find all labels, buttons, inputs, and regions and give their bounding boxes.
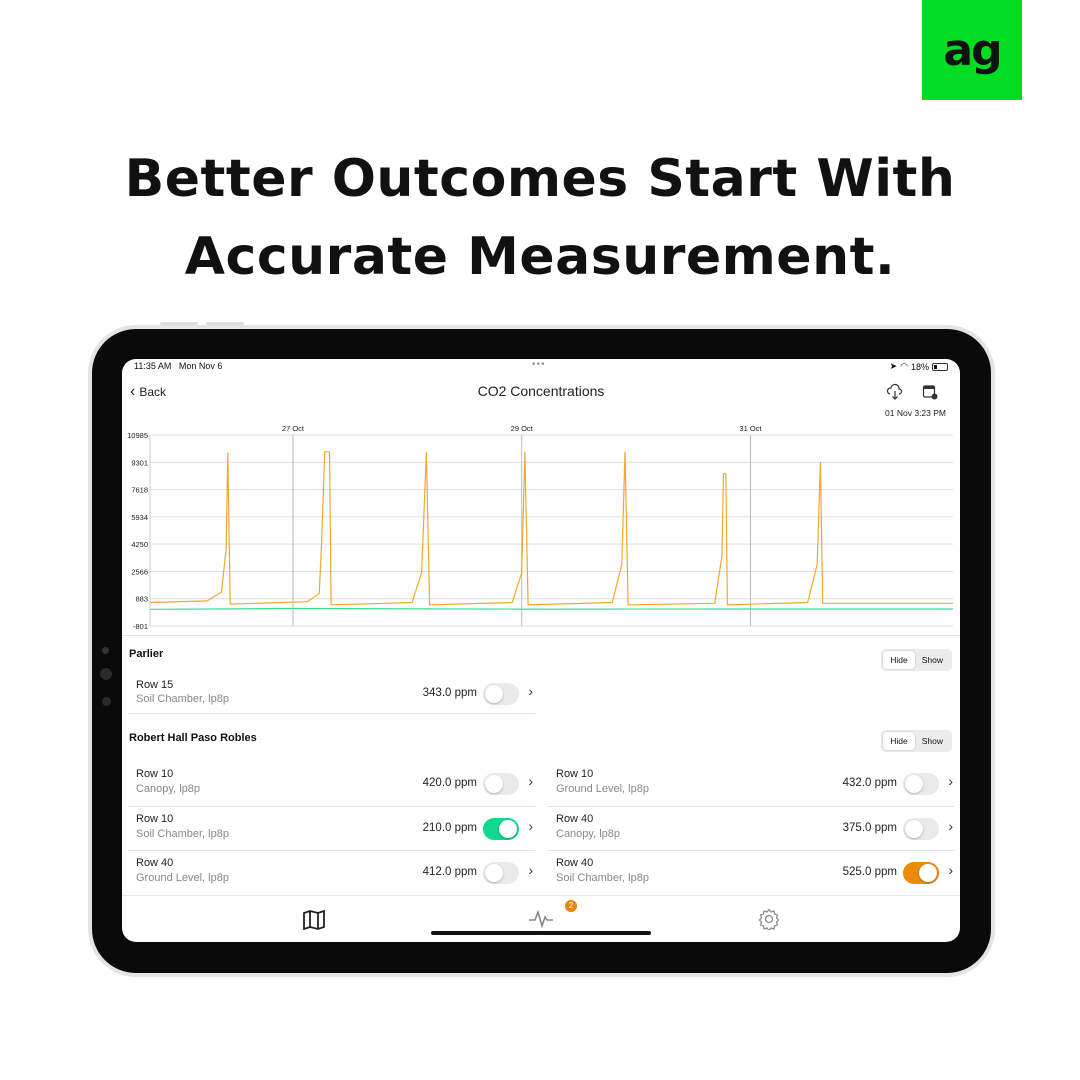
show-button[interactable]: Show [921, 655, 943, 665]
status-indicators: ➤ ◠ 18% [890, 361, 948, 372]
brand-logo: ag [922, 0, 1022, 100]
sensor-row: Row 40 [136, 857, 174, 870]
sensor-row: Row 40 [556, 812, 594, 825]
chevron-right-icon[interactable]: › [948, 817, 953, 834]
sensor-value: 210.0 ppm [422, 821, 477, 834]
series-toggle[interactable] [903, 773, 939, 795]
sensor-list-item[interactable]: Row 10 Ground Level, lp8p 432.0 ppm › [548, 762, 955, 807]
headline-line-1: Better Outcomes Start With [124, 149, 956, 209]
section-title: Robert Hall Paso Robles [129, 732, 257, 744]
chevron-right-icon[interactable]: › [528, 817, 533, 834]
y-tick-label: -801 [133, 622, 148, 631]
page-title: CO2 Concentrations [477, 383, 605, 399]
hide-show-segmented-control[interactable]: Hide Show [881, 730, 952, 752]
sensor-icon [102, 697, 111, 706]
logo-text: ag [943, 24, 1002, 76]
co2-chart[interactable]: 10985 9301 7618 5934 4250 2566 883 -801 27 Oct 29… [122, 423, 960, 635]
status-time: 11:35 AM Mon Nov 6 [134, 361, 223, 371]
show-button[interactable]: Show [921, 736, 943, 746]
activity-icon[interactable] [528, 908, 554, 930]
sensor-value: 412.0 ppm [422, 866, 477, 879]
series-toggle[interactable] [483, 817, 519, 840]
home-indicator[interactable] [431, 931, 651, 935]
multitask-dots-icon[interactable]: ••• [532, 359, 546, 370]
section-header: Robert Hall Paso Robles Hide Show [122, 719, 960, 762]
sensor-list-item[interactable]: Row 40 Ground Level, lp8p 412.0 ppm › [128, 851, 535, 897]
sensor-list-item[interactable]: Row 10 Canopy, lp8p 420.0 ppm › [128, 762, 535, 807]
sensor-value: 525.0 ppm [842, 866, 897, 879]
tab-bar: 2 [122, 895, 960, 942]
settings-icon[interactable] [758, 908, 780, 930]
series-line [149, 607, 953, 610]
sensor-location: Ground Level, lp8p [136, 872, 229, 885]
divider [122, 635, 960, 636]
series-toggle[interactable] [483, 683, 519, 705]
battery-icon [932, 362, 948, 371]
sensor-row: Row 40 [556, 857, 594, 870]
location-icon: ➤ [889, 361, 898, 371]
series-toggle[interactable] [903, 862, 939, 885]
sensor-row: Row 10 [136, 768, 174, 780]
sensor-location: Soil Chamber, lp8p [556, 872, 649, 885]
sensor-location: Soil Chamber, lp8p [136, 693, 229, 705]
headline-line-2: Accurate Measurement. [184, 227, 896, 287]
sensor-row: Row 15 [136, 679, 174, 691]
sensor-row: Row 10 [556, 768, 594, 780]
hide-show-segmented-control[interactable]: Hide Show [881, 649, 952, 671]
notification-badge: 2 [565, 900, 577, 912]
cloud-download-icon[interactable] [886, 383, 904, 401]
wifi-icon: ◠ [900, 361, 908, 371]
section-header: Parlier Hide Show [122, 636, 960, 681]
y-tick-label: 7618 [131, 486, 148, 495]
sensor-location: Ground Level, lp8p [556, 783, 649, 795]
chart-timestamp: 01 Nov 3:23 PM [885, 408, 946, 418]
camera-icon [102, 647, 109, 654]
battery-percent: 18% [910, 361, 929, 372]
x-tick-label: 29 Oct [511, 424, 534, 433]
chevron-right-icon[interactable]: › [528, 683, 533, 699]
chevron-right-icon[interactable]: › [528, 862, 533, 879]
chevron-right-icon[interactable]: › [948, 773, 953, 789]
sensor-location: Soil Chamber, lp8p [136, 827, 229, 840]
headline: Better Outcomes Start With Accurate Meas… [0, 140, 1080, 296]
series-toggle[interactable] [483, 773, 519, 795]
hide-button[interactable]: Hide [883, 732, 915, 750]
volume-button [160, 322, 198, 325]
chevron-left-icon: ‹ [130, 383, 136, 400]
y-tick-label: 2566 [131, 567, 148, 576]
sensor-icon [100, 668, 112, 680]
y-tick-label: 10985 [127, 431, 148, 440]
series-toggle[interactable] [483, 862, 519, 885]
sensor-value: 343.0 ppm [422, 687, 477, 699]
sensor-value: 420.0 ppm [422, 777, 477, 789]
x-tick-label: 31 Oct [739, 424, 762, 433]
series-toggle[interactable] [903, 817, 939, 840]
sensor-list-item[interactable]: Row 15 Soil Chamber, lp8p 343.0 ppm › [128, 677, 535, 714]
map-icon[interactable] [302, 910, 326, 930]
series-line [149, 451, 953, 606]
calendar-icon[interactable] [922, 384, 938, 400]
volume-button [206, 322, 244, 325]
y-tick-label: 883 [135, 595, 148, 604]
back-button[interactable]: ‹ Back [130, 383, 167, 400]
hide-button[interactable]: Hide [883, 651, 915, 669]
sensor-value: 432.0 ppm [842, 777, 897, 789]
sensor-location: Canopy, lp8p [136, 783, 201, 795]
app-screen: 11:35 AM Mon Nov 6 ••• ➤ ◠ 18% ‹ Back CO2 C… [122, 359, 960, 942]
sensor-value: 375.0 ppm [842, 821, 897, 834]
sensor-list-item[interactable]: Row 40 Canopy, lp8p 375.0 ppm › [548, 807, 955, 852]
sensor-list-item[interactable]: Row 40 Soil Chamber, lp8p 525.0 ppm › [548, 851, 955, 897]
chevron-right-icon[interactable]: › [528, 773, 533, 789]
y-tick-label: 9301 [131, 458, 148, 467]
y-tick-label: 5934 [131, 513, 148, 522]
sensor-list-item[interactable]: Row 10 Soil Chamber, lp8p 210.0 ppm › [128, 807, 535, 852]
sensor-location: Canopy, lp8p [556, 827, 621, 840]
chevron-right-icon[interactable]: › [948, 862, 953, 879]
y-tick-label: 4250 [131, 540, 148, 549]
x-tick-label: 27 Oct [282, 424, 305, 433]
section-title: Parlier [129, 648, 164, 660]
sensor-row: Row 10 [136, 812, 174, 825]
